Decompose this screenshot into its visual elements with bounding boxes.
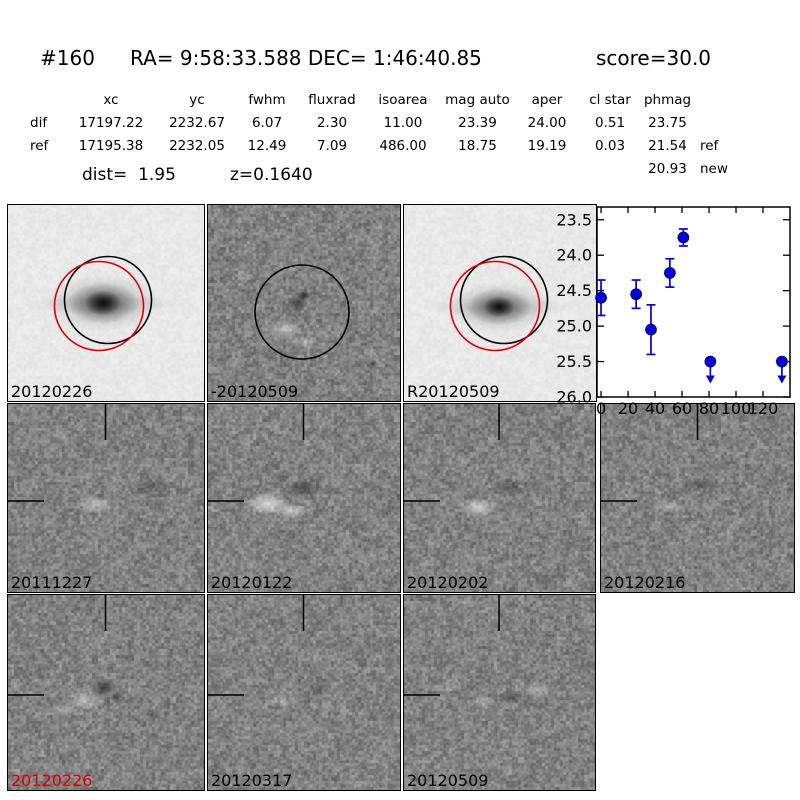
table-header-fwhm: fwhm	[248, 92, 286, 108]
candidate-score: score=30.0	[596, 46, 712, 70]
row-label: dif	[30, 115, 48, 131]
table-header-aper: aper	[531, 92, 563, 108]
table-cell: 0.51	[594, 115, 626, 131]
table-cell: 2232.05	[169, 138, 225, 154]
table-header-isoarea: isoarea	[378, 92, 428, 108]
stamp-difference-epoch-current: 20120226	[7, 594, 205, 791]
stamp-date-label: 20120202	[407, 573, 489, 592]
stamp-date-label: -20120509	[211, 382, 299, 401]
phmag-new-tag: new	[700, 161, 728, 177]
table-cell: 23.39	[458, 115, 497, 131]
stamp-difference-epoch: 20120122	[207, 403, 401, 593]
phmag-ref-tag: ref	[700, 138, 719, 154]
stamp-date-label: 20120226	[11, 382, 93, 401]
stamp-difference-epoch: 20111227	[7, 403, 205, 593]
table-cell: 12.49	[247, 138, 287, 154]
stamp-date-label: R20120509	[407, 382, 500, 401]
stamp-reference-new-epoch: 20120226	[7, 204, 205, 402]
table-cell: 7.09	[316, 138, 348, 154]
stamp-difference-epoch: 20120216	[600, 403, 795, 593]
row-label: ref	[30, 138, 49, 154]
stamp-date-label: 20120317	[211, 771, 293, 790]
table-cell: 18.75	[458, 138, 497, 154]
table-cell: 6.07	[251, 115, 283, 131]
stamp-difference-epoch: 20120202	[403, 403, 596, 593]
table-header-phmag: phmag	[643, 92, 692, 108]
table-cell: 2.30	[316, 115, 348, 131]
redshift-value: z=0.1640	[230, 165, 313, 185]
table-cell: 11.00	[383, 115, 423, 131]
table-cell: 21.54	[648, 138, 687, 154]
table-cell: 24.00	[527, 115, 567, 131]
table-cell: 2232.67	[169, 115, 225, 131]
table-cell: 17195.38	[78, 138, 144, 154]
table-cell: 17197.22	[78, 115, 144, 131]
stamp-reference: R20120509	[403, 204, 597, 402]
stamp-date-label: 20120509	[407, 771, 489, 790]
table-header-mag-auto: mag auto	[445, 92, 510, 108]
table-cell: 0.03	[594, 138, 626, 154]
table-header-xc: xc	[103, 92, 119, 108]
table-cell: 486.00	[379, 138, 427, 154]
table-row-new-phmag: 20.93 new	[0, 161, 800, 177]
stamp-date-label: 20120226	[11, 771, 93, 790]
table-header-row: xc yc fwhm fluxrad isoarea mag auto aper…	[0, 92, 800, 108]
table-cell: 19.19	[527, 138, 567, 154]
table-header-cl-star: cl star	[589, 92, 631, 108]
table-cell: 20.93	[648, 161, 687, 177]
photometry-points	[595, 228, 788, 384]
stamp-date-label: 20120216	[604, 573, 686, 592]
candidate-number: #160	[40, 46, 95, 70]
stamp-difference-latest: -20120509	[207, 204, 401, 402]
table-header-yc: yc	[189, 92, 205, 108]
table-row-dif: dif 17197.22 2232.67 6.07 2.30 11.00 23.…	[0, 115, 800, 131]
table-header-fluxrad: fluxrad	[308, 92, 356, 108]
plot-ticks	[597, 207, 790, 398]
stamp-date-label: 20120122	[211, 573, 293, 592]
dist-value: dist= 1.95	[82, 165, 176, 185]
table-cell: 23.75	[648, 115, 687, 131]
stamp-date-label: 20111227	[11, 573, 93, 592]
stamp-difference-epoch: 20120509	[403, 594, 596, 791]
candidate-coordinates: RA= 9:58:33.588 DEC= 1:46:40.85	[130, 46, 482, 70]
stamp-difference-epoch: 20120317	[207, 594, 401, 791]
table-row-ref: ref 17195.38 2232.05 12.49 7.09 486.00 1…	[0, 138, 800, 154]
